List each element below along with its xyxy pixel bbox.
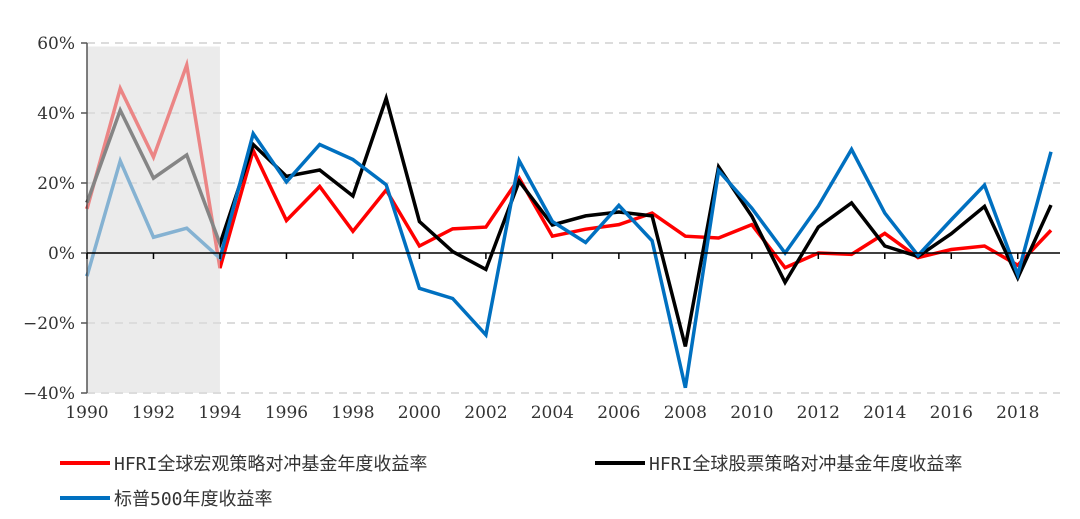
- x-tick-label: 2014: [863, 403, 906, 423]
- legend-swatch-equity: [595, 461, 645, 465]
- x-tick-label: 2000: [398, 403, 441, 423]
- y-tick-label: −20%: [23, 314, 75, 334]
- x-tick-label: 2016: [930, 403, 973, 423]
- x-tick-label: 2018: [996, 403, 1039, 423]
- series-line-0: [85, 58, 1053, 270]
- legend-label-macro: HFRI全球宏观策略对冲基金年度收益率: [114, 454, 428, 475]
- shaded-period: [87, 46, 220, 393]
- x-tick-label: 1992: [132, 403, 175, 423]
- x-tick-label: 1990: [65, 403, 108, 423]
- x-tick-label: 1998: [331, 403, 374, 423]
- series-line-2: [85, 129, 1053, 389]
- y-tick-label: 60%: [37, 34, 75, 54]
- y-tick-label: 40%: [37, 104, 75, 124]
- y-tick-label: 0%: [48, 244, 75, 264]
- legend-label-sp500: 标普500年度收益率: [114, 489, 273, 510]
- x-tick-label: 2004: [531, 403, 574, 423]
- x-tick-label: 2006: [597, 403, 640, 423]
- y-tick-label: −40%: [23, 384, 75, 404]
- x-tick-label: 2010: [730, 403, 773, 423]
- y-tick-label: 20%: [37, 174, 75, 194]
- x-tick-label: 1996: [265, 403, 308, 423]
- legend-label-equity: HFRI全球股票策略对冲基金年度收益率: [649, 454, 963, 475]
- legend-item-macro: HFRI全球宏观策略对冲基金年度收益率: [60, 450, 427, 476]
- x-tick-label: 2012: [797, 403, 840, 423]
- legend-swatch-sp500: [60, 496, 110, 500]
- x-tick-label: 1994: [198, 403, 241, 423]
- x-tick-label: 2008: [664, 403, 707, 423]
- legend-item-equity: HFRI全球股票策略对冲基金年度收益率: [595, 450, 962, 476]
- legend-swatch-macro: [60, 461, 110, 465]
- x-tick-label: 2002: [464, 403, 507, 423]
- legend-item-sp500: 标普500年度收益率: [60, 485, 273, 511]
